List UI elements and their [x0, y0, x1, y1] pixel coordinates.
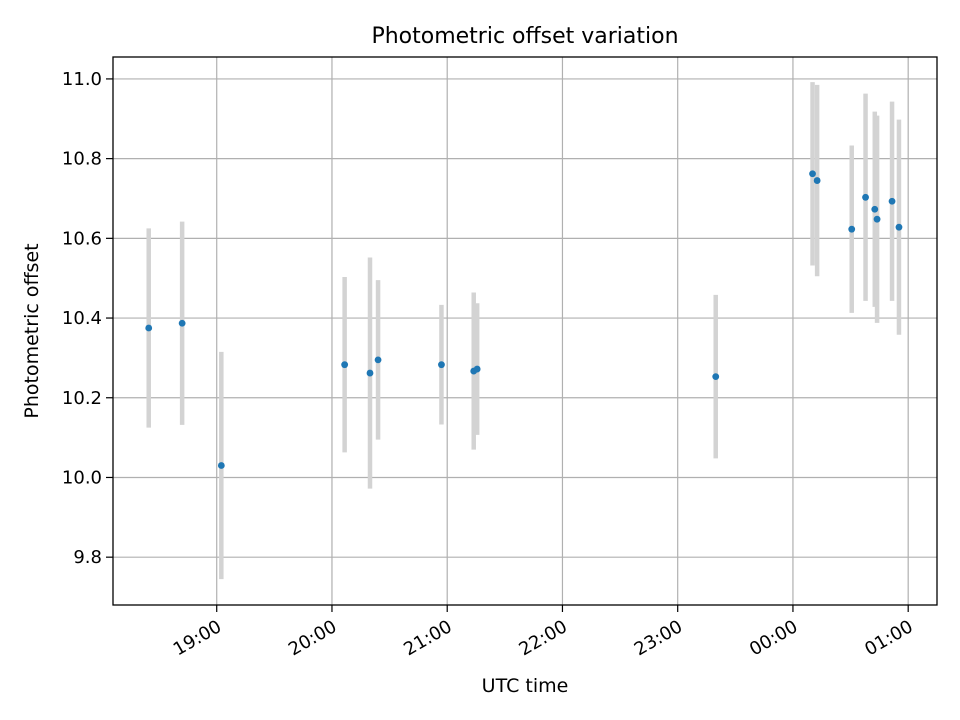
y-tick-label-0: 9.8	[73, 547, 102, 568]
x-tick-label-6: 01:00	[861, 616, 916, 660]
data-point-11	[813, 177, 821, 184]
data-point-2	[217, 462, 225, 469]
x-tick-label-3: 22:00	[516, 616, 571, 660]
y-tick-label-3: 10.4	[62, 308, 102, 329]
error-bars	[146, 82, 902, 580]
y-tick-label-4: 10.6	[62, 228, 102, 249]
x-axis-ticks: 19:00 20:00 21:00 22:00 23:00 00:00 01:00	[170, 605, 917, 660]
x-tick-label-2: 21:00	[400, 616, 455, 660]
x-tick-label-4: 23:00	[631, 616, 686, 660]
data-point-14	[871, 205, 879, 213]
y-tick-label-5: 10.8	[62, 149, 102, 170]
x-tick-label-5: 00:00	[746, 616, 801, 660]
x-tick-label-1: 20:00	[285, 616, 340, 660]
chart-title: Photometric offset variation	[371, 24, 678, 49]
data-point-8	[473, 365, 481, 373]
data-point-1	[178, 319, 186, 327]
data-points	[145, 170, 903, 469]
data-point-0	[145, 324, 153, 332]
y-tick-label-2: 10.2	[62, 388, 102, 409]
data-point-5	[374, 356, 382, 364]
y-tick-label-1: 10.0	[62, 467, 102, 488]
data-point-3	[341, 361, 349, 369]
data-point-13	[862, 193, 869, 201]
data-point-17	[895, 223, 903, 231]
data-point-16	[888, 197, 896, 205]
y-tick-label-6: 11.0	[62, 69, 102, 90]
data-point-12	[848, 225, 856, 233]
data-point-10	[809, 170, 816, 178]
data-point-6	[438, 361, 445, 369]
data-point-15	[873, 215, 881, 223]
data-point-4	[366, 369, 374, 377]
grid-lines	[113, 57, 937, 605]
plot-frame	[112, 56, 938, 606]
data-point-9	[712, 373, 720, 381]
x-tick-label-0: 19:00	[170, 616, 225, 660]
y-axis-ticks: 9.8 10.0 10.2 10.4 10.6 10.8 11.0	[62, 69, 113, 568]
x-axis-label: UTC time	[482, 675, 569, 697]
y-axis-label: Photometric offset	[21, 243, 43, 418]
